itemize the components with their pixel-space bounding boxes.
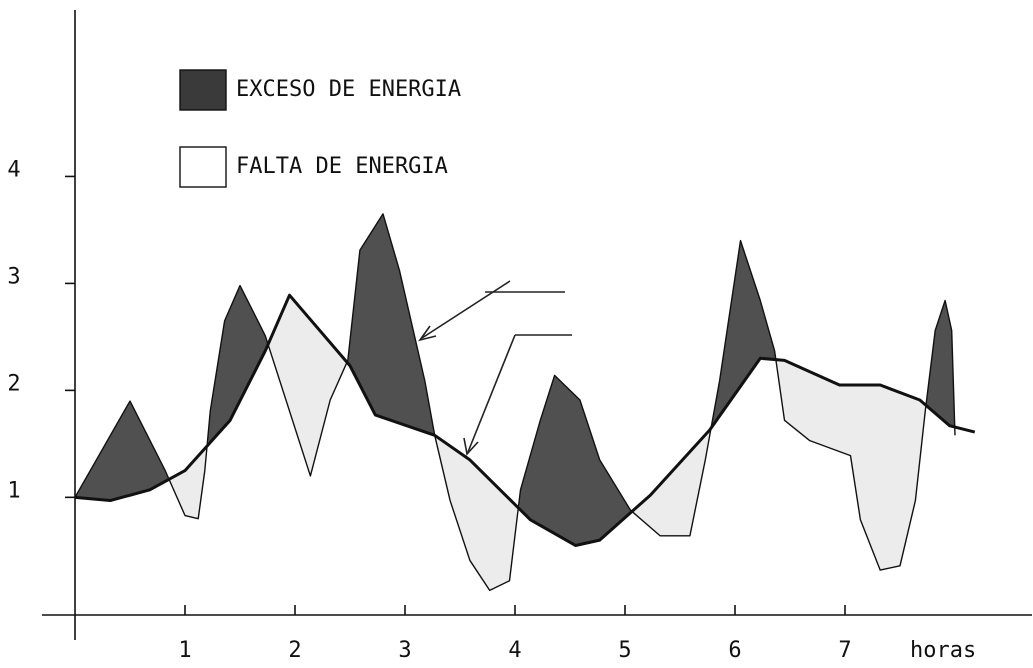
deficit-area xyxy=(435,436,520,591)
arrow xyxy=(467,334,516,453)
x-tick-label: 7 xyxy=(838,638,851,663)
legend-swatch xyxy=(179,146,227,188)
excess-area xyxy=(519,375,633,546)
excess-area xyxy=(75,401,170,501)
y-tick-label: 2 xyxy=(7,371,20,396)
x-tick-label: 2 xyxy=(288,638,301,663)
arrow-head xyxy=(418,325,437,342)
curve xyxy=(74,293,976,547)
x-tick-label: 5 xyxy=(618,638,631,663)
legend-swatch xyxy=(179,69,227,111)
y-tick-label: 1 xyxy=(7,478,20,503)
curve xyxy=(74,213,956,592)
legend-label: EXCESO DE ENERGIA xyxy=(236,77,461,102)
x-tick-label: 6 xyxy=(728,638,741,663)
legend-label: FALTA DE ENERGIA xyxy=(236,154,448,179)
y-tick-label: 4 xyxy=(7,157,20,182)
x-tick-label: 1 xyxy=(178,638,191,663)
excess-area xyxy=(347,213,436,440)
arrow xyxy=(421,280,511,339)
arrow-head xyxy=(463,437,479,456)
y-tick-label: 3 xyxy=(7,264,20,289)
excess-area xyxy=(208,285,269,445)
x-tick-label: 4 xyxy=(508,638,521,663)
x-axis-label: horas xyxy=(910,638,976,663)
excess-area xyxy=(926,300,955,436)
excess-area xyxy=(711,240,777,427)
x-tick-label: 3 xyxy=(398,638,411,663)
arrows xyxy=(418,280,572,456)
deficit-area xyxy=(776,359,927,571)
